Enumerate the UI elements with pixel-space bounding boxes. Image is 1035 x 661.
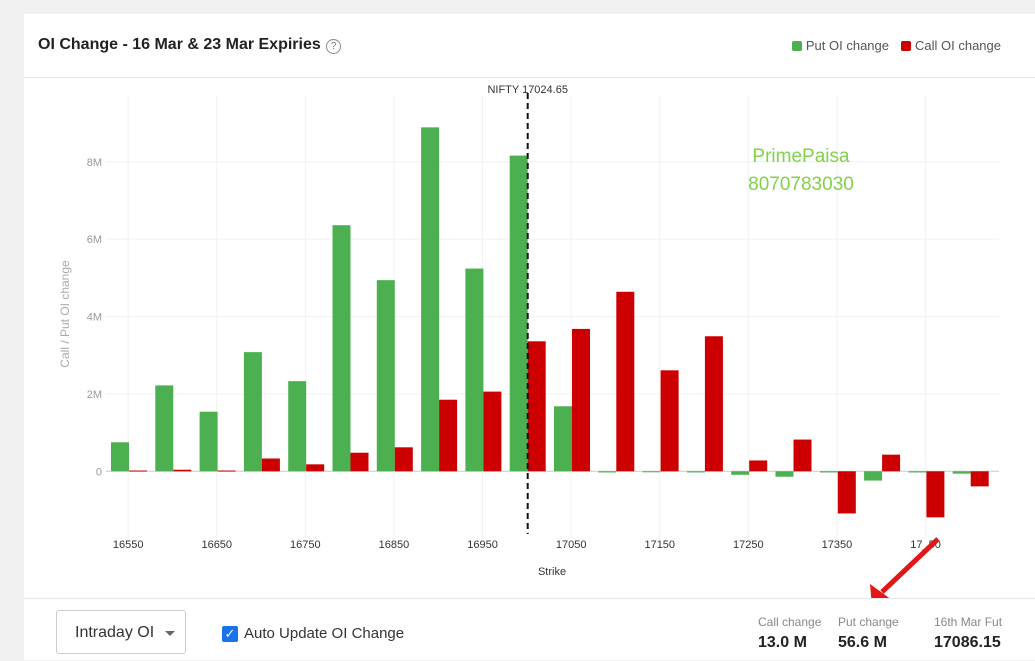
watermark-name: PrimePaisa <box>752 146 850 167</box>
y-tick-label: 4M <box>87 312 102 324</box>
call-change-stat: Call change 13.0 M <box>758 615 821 652</box>
call-oi-bar <box>616 291 635 472</box>
call-oi-bar <box>970 471 989 487</box>
y-tick-label: 6M <box>87 234 102 246</box>
help-icon[interactable]: ? <box>326 39 341 54</box>
put-oi-bar <box>775 471 794 477</box>
put-oi-bar <box>465 268 484 472</box>
oi-mode-select-value: Intraday OI <box>75 624 155 641</box>
auto-update-label[interactable]: Auto Update OI Change <box>244 625 405 642</box>
future-price-label: 16th Mar Fut <box>934 615 1003 629</box>
call-oi-bar <box>660 370 679 472</box>
chevron-down-icon <box>165 631 175 636</box>
put-oi-bar <box>155 385 174 472</box>
future-price-stat: 16th Mar Fut 17086.15 <box>934 615 1002 652</box>
x-tick-label: 17350 <box>822 539 853 551</box>
put-oi-bar <box>908 471 927 473</box>
call-change-label: Call change <box>758 615 822 629</box>
x-tick-label: 17050 <box>556 539 587 551</box>
call-change-value: 13.0 M <box>758 634 807 651</box>
call-oi-bar <box>261 458 280 472</box>
call-oi-bar <box>926 471 945 518</box>
put-oi-bar <box>864 471 883 481</box>
call-oi-bar <box>350 452 369 472</box>
put-oi-bar <box>288 381 307 472</box>
put-oi-bar <box>332 225 351 472</box>
oi-change-card: OI Change - 16 Mar & 23 Mar Expiries ? P… <box>24 14 1035 660</box>
call-oi-bar <box>306 464 325 472</box>
put-oi-bar <box>554 406 572 472</box>
put-change-stat: Put change 56.6 M <box>838 615 899 652</box>
legend-call[interactable]: Call OI change <box>901 38 1001 53</box>
x-tick-label: 16650 <box>201 539 232 551</box>
x-axis-label: Strike <box>538 566 566 578</box>
legend-put[interactable]: Put OI change <box>791 38 889 53</box>
annotation-arrow-shaft <box>880 537 940 594</box>
call-oi-bar <box>439 399 458 472</box>
oi-change-chart: 0 2M 4M 6M 8M 16550 16650 16750 16850 16950 17050 1… <box>58 84 999 598</box>
call-oi-bar <box>173 469 192 472</box>
put-oi-bar <box>111 442 129 472</box>
put-oi-bar <box>952 471 971 474</box>
x-tick-label: 16850 <box>379 539 410 551</box>
annotation-arrow-head <box>870 584 890 598</box>
future-price-value: 17086.15 <box>934 634 1001 651</box>
watermark-phone: 8070783030 <box>748 174 854 195</box>
call-oi-bar <box>749 460 768 472</box>
y-tick-label: 2M <box>87 389 102 401</box>
x-tick-label: 17250 <box>733 539 764 551</box>
oi-mode-select[interactable]: Intraday OI <box>56 610 186 654</box>
x-tick-label: 16750 <box>290 539 321 551</box>
y-axis-label: Call / Put OI change <box>58 260 72 368</box>
x-tick-label: 16950 <box>467 539 498 551</box>
call-oi-bar <box>129 470 147 472</box>
put-oi-bar <box>421 127 440 472</box>
put-oi-bar <box>199 411 218 472</box>
put-oi-bar <box>598 471 617 473</box>
put-oi-bar <box>376 280 395 472</box>
call-oi-bar <box>217 470 236 472</box>
chart-title: OI Change - 16 Mar & 23 Mar Expiries <box>38 36 321 53</box>
y-tick-label: 0 <box>96 466 102 478</box>
x-tick-label: 16550 <box>113 539 144 551</box>
call-oi-bar <box>704 336 723 472</box>
auto-update-checkbox[interactable]: ✓ <box>222 626 238 642</box>
put-oi-bar <box>731 471 750 475</box>
call-oi-bar <box>572 328 590 472</box>
call-oi-bar <box>882 454 901 472</box>
put-oi-bar <box>642 471 661 473</box>
legend-call-label: Call OI change <box>915 38 1001 53</box>
x-tick-label: 17150 <box>644 539 675 551</box>
y-tick-label: 8M <box>87 157 102 169</box>
legend-put-label: Put OI change <box>805 38 889 53</box>
put-oi-bar <box>243 352 262 472</box>
card-header: OI Change - 16 Mar & 23 Mar Expiries ? P… <box>24 14 1035 78</box>
call-oi-bar <box>394 447 413 472</box>
call-oi-bar <box>837 471 856 514</box>
card-footer: Intraday OI ✓ Auto Update OI Change Call… <box>24 598 1035 661</box>
chart-legend: Put OI change Call OI change <box>791 38 1001 53</box>
call-oi-bar <box>483 391 502 472</box>
legend-put-swatch <box>791 40 802 51</box>
legend-call-swatch <box>901 40 911 51</box>
call-oi-bar <box>527 341 546 472</box>
put-oi-bar <box>819 471 838 473</box>
put-change-label: Put change <box>838 615 899 629</box>
put-change-value: 56.6 M <box>838 634 887 651</box>
put-oi-bar <box>686 471 705 473</box>
put-oi-bar <box>509 155 528 472</box>
spot-price-label: NIFTY 17024.65 <box>487 84 568 96</box>
call-oi-bar <box>793 439 812 472</box>
